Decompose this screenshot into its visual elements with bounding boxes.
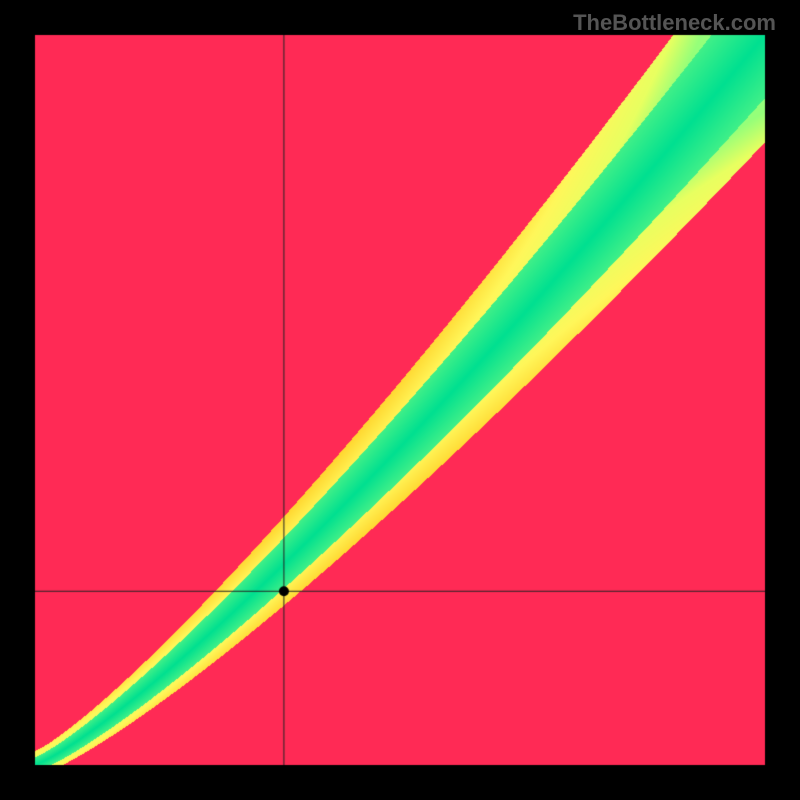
heatmap-canvas [0,0,800,800]
chart-container: { "chart": { "type": "heatmap", "canvas"… [0,0,800,800]
watermark-text: TheBottleneck.com [573,10,776,36]
